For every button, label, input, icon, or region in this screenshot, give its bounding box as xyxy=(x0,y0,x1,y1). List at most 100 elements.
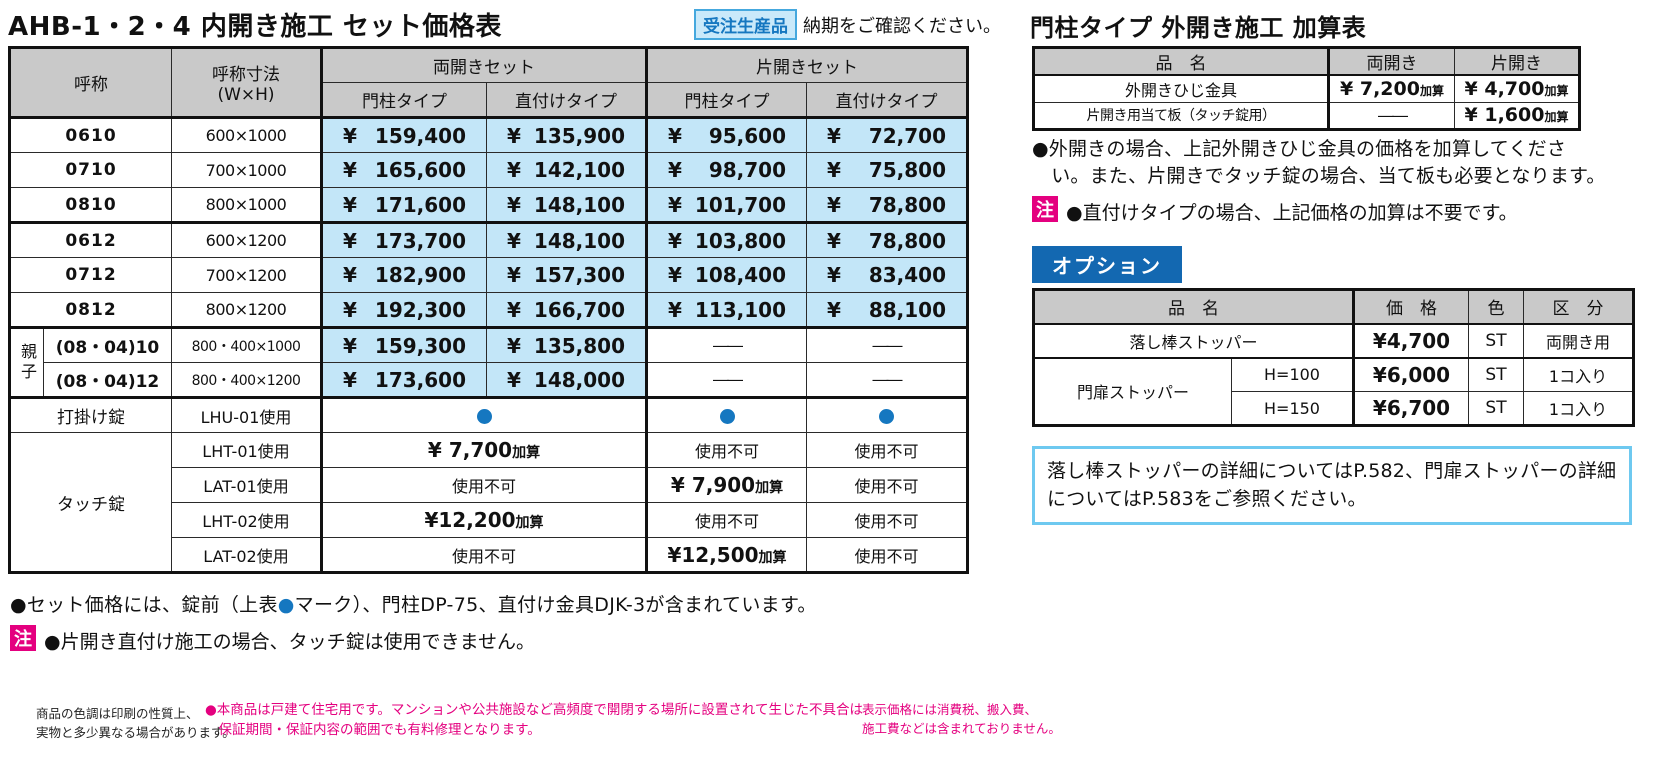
row-size: 600×1000 xyxy=(171,117,322,153)
header-single-post: 門柱タイプ xyxy=(645,82,807,119)
surcharge-value: 7,700 xyxy=(448,438,513,462)
price-cell: ¥6,700 xyxy=(1352,391,1469,426)
price-cell: ¥171,600 xyxy=(320,187,487,224)
page-title: AHB-1・2・4 内開き施工 セット価格表 xyxy=(8,12,502,42)
set-price-note: ●セット価格には、錠前（上表●マーク）、門柱DP-75、直付け金具DJK-3が含… xyxy=(10,590,817,617)
row-name: 0810 xyxy=(9,187,172,224)
not-usable-cell: 使用不可 xyxy=(320,467,647,503)
surcharge-value: 12,200 xyxy=(438,508,516,532)
yen-sign: ¥ xyxy=(507,228,521,253)
included-dot-icon xyxy=(719,409,735,424)
color-cell: ST xyxy=(1468,357,1524,392)
price-cell: ¥173,700 xyxy=(320,222,487,258)
surcharge-suffix: 加算 xyxy=(512,445,541,461)
price-cell: ¥78,800 xyxy=(806,187,968,224)
yen-sign: ¥ xyxy=(507,333,521,358)
header-row-2: 門柱タイプ 直付けタイプ 門柱タイプ 直付けタイプ xyxy=(10,82,968,119)
yen-sign: ¥ xyxy=(667,542,682,567)
included-dot-icon xyxy=(879,409,894,424)
footer-tax-note: 表示価格には消費税、搬入費、 施工費などは含まれておりません。 xyxy=(862,702,1061,736)
price-cell: ¥166,700 xyxy=(486,292,647,329)
price-cell: ¥78,800 xyxy=(806,222,968,258)
not-usable-cell: 使用不可 xyxy=(806,467,968,503)
yen-sign: ¥ xyxy=(1464,104,1478,126)
item-name: 門扉ストッパー xyxy=(1033,357,1232,426)
header-item: 品 名 xyxy=(1033,289,1354,325)
price-value: 182,900 xyxy=(374,263,466,287)
table-row: 0712 700×1200 ¥182,900 ¥157,300 ¥108,400… xyxy=(9,257,968,293)
caution-badge: 注 xyxy=(10,625,36,651)
class-cell: 1コ入り xyxy=(1523,357,1634,392)
yen-sign: ¥ xyxy=(668,158,682,182)
surcharge-suffix: 加算 xyxy=(758,549,787,566)
surcharge-value: 12,500 xyxy=(681,542,759,567)
header-name: 呼称 xyxy=(9,47,172,119)
order-badge-row: 受注生産品 納期をご確認ください。 xyxy=(694,9,1001,40)
order-note: 納期をご確認ください。 xyxy=(803,15,1001,37)
header-class: 区 分 xyxy=(1523,289,1634,325)
price-value: 159,400 xyxy=(374,123,466,148)
yen-sign: ¥ xyxy=(343,228,357,253)
caution-row: 注 ●直付けタイプの場合、上記価格の加算は不要です。 xyxy=(1032,196,1518,225)
header-double-set: 両開きセット xyxy=(320,47,647,83)
price-value: 148,100 xyxy=(533,192,625,217)
caution-text: ●片開き直付け施工の場合、タッチ錠は使用できません。 xyxy=(44,631,536,653)
yen-sign: ¥ xyxy=(343,297,357,322)
surcharge-suffix: 加算 xyxy=(1544,110,1569,124)
caution-badge: 注 xyxy=(1032,196,1058,222)
row-name: (08・04)12 xyxy=(43,362,172,399)
row-size: 800×1200 xyxy=(171,292,322,329)
yen-sign: ¥ xyxy=(507,123,521,148)
row-size: 800×1000 xyxy=(171,187,322,224)
not-usable-cell: 使用不可 xyxy=(806,502,968,538)
price-value: 192,300 xyxy=(374,297,466,322)
surcharge-suffix: 加算 xyxy=(755,480,784,496)
table-row: H=150 ¥6,700 ST 1コ入り xyxy=(1034,391,1634,426)
included-dot-cell xyxy=(320,397,647,433)
yen-sign: ¥ xyxy=(668,192,682,217)
table-row-latch-lock: 打掛け錠 LHU-01使用 xyxy=(9,397,968,433)
price-value: 98,700 xyxy=(708,158,786,182)
price-cell: ¥182,900 xyxy=(320,257,487,293)
note-text: マーク）、門柱DP-75、直付け金具DJK-3が含まれています。 xyxy=(294,594,817,616)
header-color: 色 xyxy=(1468,289,1524,325)
dash-cell: ―― xyxy=(645,327,807,363)
caution-text: ●直付けタイプの場合、上記価格の加算は不要です。 xyxy=(1066,202,1518,224)
table-row-touch-lock: LAT-01使用 使用不可 ¥ 7,900加算 使用不可 xyxy=(10,467,968,503)
price-value: 78,800 xyxy=(868,228,946,253)
color-cell: ST xyxy=(1468,323,1524,359)
price-cell: ¥103,800 xyxy=(645,222,807,258)
price-value: 165,600 xyxy=(374,158,466,182)
price-cell: ¥88,100 xyxy=(806,292,968,329)
item-name: 落し棒ストッパー xyxy=(1033,323,1354,359)
header-double-direct: 直付けタイプ xyxy=(486,82,647,119)
dash-cell: ―― xyxy=(806,362,968,399)
blue-dot-mark: ● xyxy=(277,594,295,616)
yen-sign: ¥ xyxy=(507,192,521,217)
price-cell: ¥157,300 xyxy=(486,257,647,293)
price-value: 166,700 xyxy=(533,297,625,322)
table-row: 0810 800×1000 ¥171,600 ¥148,100 ¥101,700… xyxy=(9,187,968,224)
row-name: 0812 xyxy=(9,292,172,329)
surcharge-cell: ¥ 7,700加算 xyxy=(320,432,647,468)
table-row: 門扉ストッパー H=100 ¥6,000 ST 1コ入り xyxy=(1033,357,1634,426)
price-cell: ¥72,700 xyxy=(806,117,968,153)
surcharge-value: 7,200 xyxy=(1359,77,1420,100)
lock-model: LHU-01使用 xyxy=(171,397,322,433)
lock-model: LAT-01使用 xyxy=(171,467,322,503)
header-row-1: 呼称 呼称寸法 (W×H) 両開きセット 片開きセット xyxy=(9,47,968,119)
price-cell: ¥142,100 xyxy=(486,152,647,188)
yen-sign: ¥ xyxy=(827,263,841,287)
yen-sign: ¥ xyxy=(507,158,521,182)
price-cell: ¥159,300 xyxy=(320,327,487,363)
yen-sign: ¥ xyxy=(1464,77,1478,100)
row-name: 0712 xyxy=(9,257,172,293)
yen-sign: ¥ xyxy=(827,158,841,182)
header-row: 品 名 価 格 色 区 分 xyxy=(1033,289,1634,325)
yen-sign: ¥ xyxy=(343,333,357,358)
surcharge-cell: ¥12,200加算 xyxy=(320,502,647,538)
option-table: 品 名 価 格 色 区 分 落し棒ストッパー ¥4,700 ST 両開き用 門扉… xyxy=(1032,288,1635,427)
price-value: 95,600 xyxy=(708,123,786,148)
note-text: ●セット価格には、錠前（上表 xyxy=(10,594,278,616)
price-value: 135,900 xyxy=(533,123,625,148)
